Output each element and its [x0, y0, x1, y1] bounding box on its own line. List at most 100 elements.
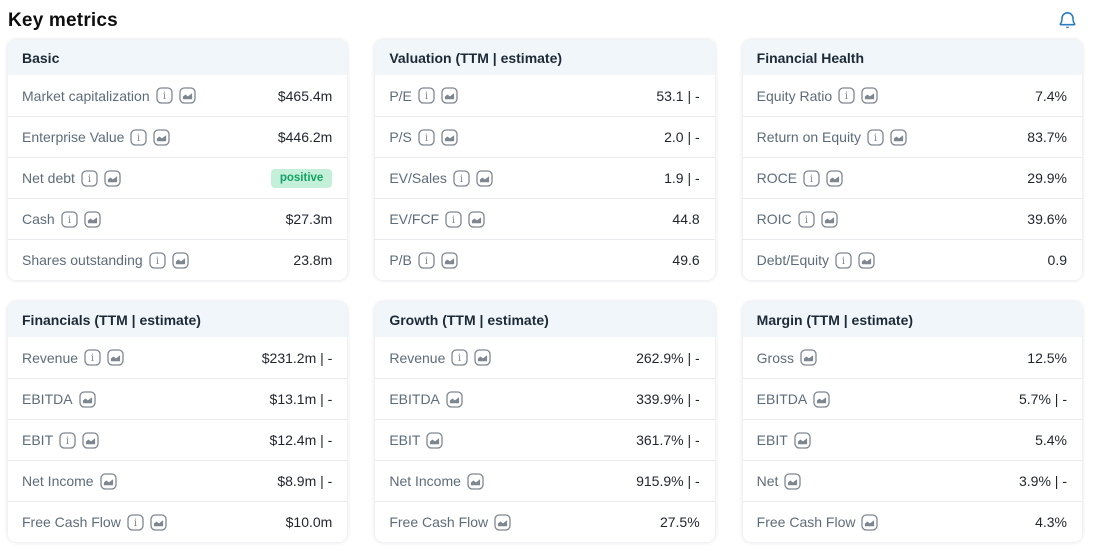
chart-icon[interactable] [79, 391, 96, 408]
card-basic: Basic Market capitalization $465.4m Ente… [8, 40, 348, 280]
chart-icon[interactable] [153, 129, 170, 146]
chart-icon[interactable] [179, 87, 196, 104]
info-icon[interactable] [803, 170, 820, 187]
metric-label: Revenue [389, 349, 446, 366]
metric-row: ROCE 29.9% [742, 157, 1082, 198]
metric-label: P/S [389, 129, 412, 145]
metric-value: 29.9% [1027, 170, 1067, 186]
chart-icon[interactable] [794, 432, 811, 449]
metric-value: 0.9 [1047, 252, 1067, 268]
info-icon[interactable] [445, 211, 462, 228]
card-title: Basic [8, 40, 348, 75]
metric-value: 2.0 | - [664, 129, 700, 145]
metric-label: Free Cash Flow [756, 514, 856, 530]
chart-icon[interactable] [441, 129, 458, 146]
info-icon[interactable] [798, 211, 815, 228]
metric-value: 49.6 [672, 252, 700, 268]
metric-value: 361.7% | - [636, 432, 700, 448]
chart-icon[interactable] [84, 211, 101, 228]
metric-row: P/B 49.6 [375, 239, 715, 280]
card-title: Valuation (TTM | estimate) [375, 40, 715, 75]
info-icon[interactable] [130, 129, 147, 146]
chart-icon[interactable] [858, 252, 875, 269]
chart-icon[interactable] [467, 473, 484, 490]
metric-row: EV/Sales 1.9 | - [375, 157, 715, 198]
metric-label: Net Income [22, 473, 94, 489]
chart-icon[interactable] [784, 473, 801, 490]
chart-icon[interactable] [468, 211, 485, 228]
metric-label: Gross [756, 349, 794, 366]
card-financial-health: Financial Health Equity Ratio 7.4% Retur… [742, 40, 1082, 280]
chart-icon[interactable] [474, 349, 491, 366]
info-icon[interactable] [59, 432, 76, 449]
notification-bell-icon[interactable] [1055, 8, 1080, 33]
chart-icon[interactable] [826, 170, 843, 187]
chart-icon[interactable] [800, 349, 817, 366]
chart-icon[interactable] [446, 391, 463, 408]
metric-label: EBIT [389, 432, 421, 448]
chart-icon[interactable] [172, 252, 189, 269]
metric-value: $465.4m [277, 87, 333, 104]
info-icon[interactable] [127, 514, 144, 531]
chart-icon[interactable] [890, 129, 907, 146]
card-margin: Margin (TTM | estimate) Gross 12.5% EBIT… [742, 302, 1082, 542]
info-icon[interactable] [838, 87, 855, 104]
chart-icon[interactable] [476, 170, 493, 187]
chart-icon[interactable] [813, 391, 830, 408]
metric-label: EV/FCF [389, 211, 440, 227]
metric-label: P/E [389, 87, 412, 104]
card-valuation: Valuation (TTM | estimate) P/E 53.1 | - … [375, 40, 715, 280]
metric-row: Shares outstanding 23.8m [8, 239, 348, 280]
top-bar: Key metrics [0, 0, 1096, 40]
chart-icon[interactable] [494, 514, 511, 531]
metric-value: 44.8 [672, 211, 700, 227]
metric-label: Shares outstanding [22, 252, 143, 268]
chart-icon[interactable] [104, 170, 121, 187]
metric-label: Debt/Equity [756, 252, 830, 268]
info-icon[interactable] [156, 87, 173, 104]
info-icon[interactable] [835, 252, 852, 269]
info-icon[interactable] [453, 170, 470, 187]
info-icon[interactable] [149, 252, 166, 269]
metric-value: $12.4m | - [269, 432, 333, 448]
chart-icon[interactable] [150, 514, 167, 531]
info-icon[interactable] [84, 349, 101, 366]
metric-row: Net debt positive [8, 157, 348, 198]
metric-row: Equity Ratio 7.4% [742, 75, 1082, 116]
metric-value: $446.2m [277, 129, 333, 145]
metric-label: Cash [22, 211, 55, 227]
info-icon[interactable] [867, 129, 884, 146]
metric-label: ROIC [756, 211, 792, 227]
metric-row: Revenue 262.9% | - [375, 337, 715, 378]
metric-row: Cash $27.3m [8, 198, 348, 239]
chart-icon[interactable] [821, 211, 838, 228]
metric-row: Net Income $8.9m | - [8, 460, 348, 501]
metric-row: Gross 12.5% [742, 337, 1082, 378]
metric-row: Free Cash Flow $10.0m [8, 501, 348, 542]
chart-icon[interactable] [107, 349, 124, 366]
chart-icon[interactable] [861, 514, 878, 531]
info-icon[interactable] [61, 211, 78, 228]
info-icon[interactable] [418, 252, 435, 269]
info-icon[interactable] [81, 170, 98, 187]
metric-row: P/E 53.1 | - [375, 75, 715, 116]
metric-label: EBIT [756, 432, 788, 448]
metric-row: EBIT 5.4% [742, 419, 1082, 460]
info-icon[interactable] [418, 87, 435, 104]
info-icon[interactable] [418, 129, 435, 146]
card-financials: Financials (TTM | estimate) Revenue $231… [8, 302, 348, 542]
metric-value: 39.6% [1027, 211, 1067, 227]
metric-row: Free Cash Flow 4.3% [742, 501, 1082, 542]
chart-icon[interactable] [441, 87, 458, 104]
chart-icon[interactable] [100, 473, 117, 490]
chart-icon[interactable] [861, 87, 878, 104]
card-title: Growth (TTM | estimate) [375, 302, 715, 337]
chart-icon[interactable] [441, 252, 458, 269]
chart-icon[interactable] [426, 432, 443, 449]
metric-row: EBIT $12.4m | - [8, 419, 348, 460]
chart-icon[interactable] [82, 432, 99, 449]
metric-value: 262.9% | - [636, 349, 700, 366]
metric-label: P/B [389, 252, 412, 268]
info-icon[interactable] [451, 349, 468, 366]
metric-value: 4.3% [1035, 514, 1067, 530]
